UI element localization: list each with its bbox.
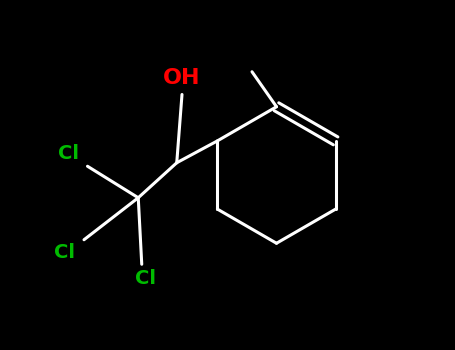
Text: Cl: Cl (58, 144, 79, 163)
Text: OH: OH (163, 68, 201, 88)
Text: Cl: Cl (135, 270, 156, 288)
Text: Cl: Cl (54, 243, 75, 262)
